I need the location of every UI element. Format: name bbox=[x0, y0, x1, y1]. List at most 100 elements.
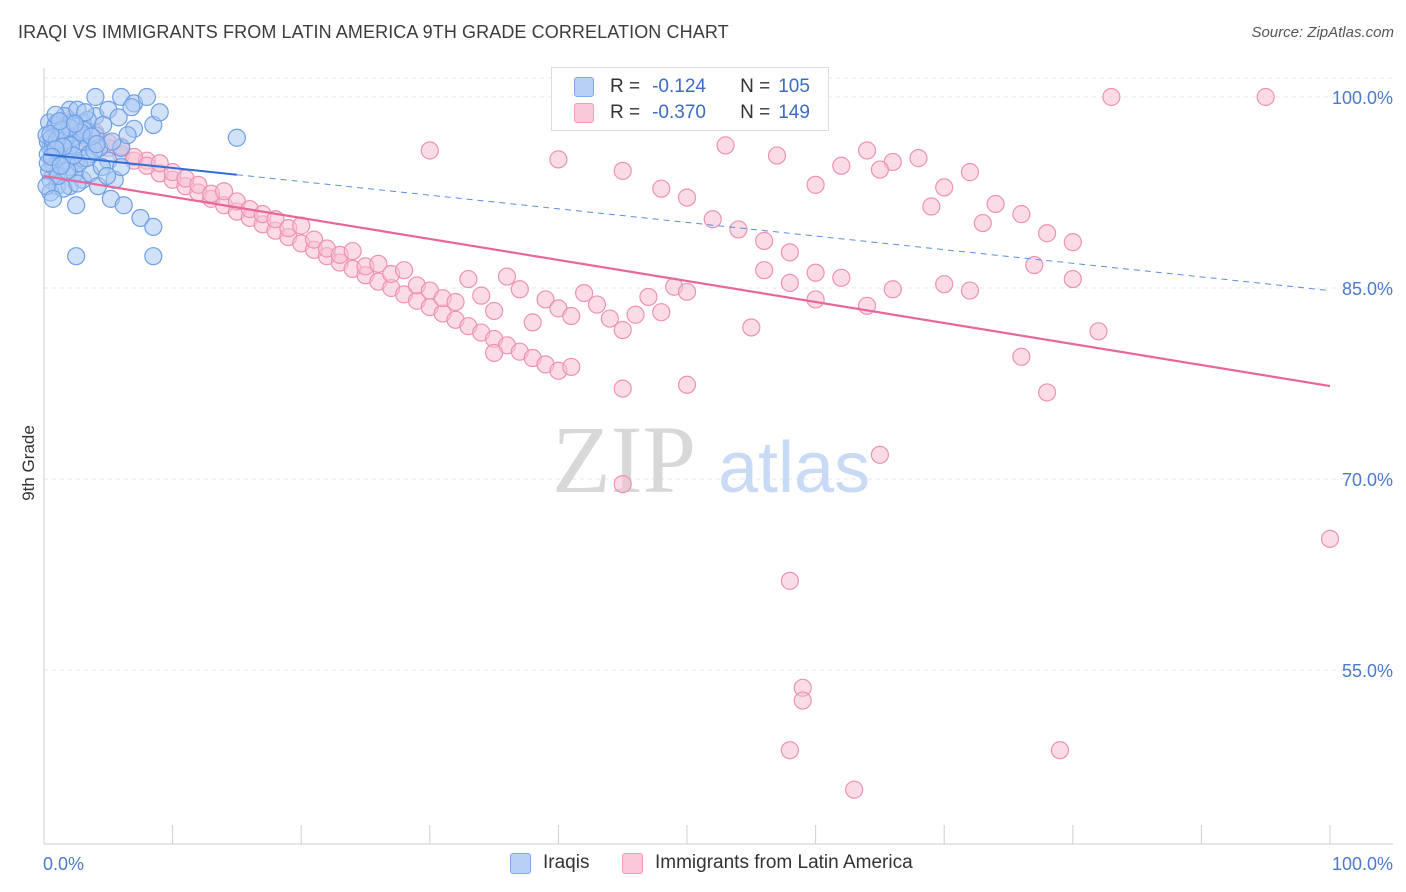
data-point-latin-america bbox=[562, 357, 581, 377]
data-point-latin-america bbox=[793, 691, 812, 710]
data-point-latin-america bbox=[870, 160, 890, 179]
data-point-iraqis bbox=[67, 196, 86, 215]
chart-source: Source: ZipAtlas.com bbox=[1251, 24, 1394, 41]
data-point-latin-america bbox=[973, 213, 992, 233]
legend-r-value: -0.124 bbox=[652, 76, 706, 97]
data-point-latin-america bbox=[677, 282, 697, 301]
data-point-latin-america bbox=[1089, 322, 1108, 341]
watermark-atlas: atlas bbox=[718, 428, 870, 508]
data-point-latin-america bbox=[485, 301, 504, 321]
data-point-latin-america bbox=[124, 147, 144, 166]
legend-item-latin-america[interactable]: Immigrants from Latin America bbox=[622, 852, 913, 874]
data-point-latin-america bbox=[780, 741, 799, 760]
data-point-latin-america bbox=[613, 379, 632, 398]
data-point-latin-america bbox=[523, 313, 542, 332]
data-point-iraqis bbox=[68, 174, 87, 193]
legend-n-key: N = bbox=[740, 102, 771, 123]
data-point-latin-america bbox=[575, 283, 594, 303]
legend-r-value: -0.370 bbox=[652, 102, 706, 123]
data-point-latin-america bbox=[652, 303, 671, 322]
data-point-iraqis bbox=[97, 166, 117, 186]
data-point-latin-america bbox=[677, 188, 697, 207]
trend-line-latin-america bbox=[43, 174, 1331, 388]
data-point-latin-america bbox=[510, 280, 529, 299]
legend-swatch-blue bbox=[574, 77, 594, 97]
y-axis-label: 9th Grade bbox=[19, 425, 38, 501]
data-point-latin-america bbox=[497, 267, 517, 286]
grid-lines bbox=[44, 77, 1393, 671]
legend-n-value: 149 bbox=[778, 102, 810, 123]
data-point-iraqis bbox=[50, 112, 69, 131]
data-point-iraqis bbox=[86, 87, 105, 107]
data-point-latin-america bbox=[1256, 87, 1275, 107]
y-tick-label: 100.0% bbox=[1332, 88, 1393, 108]
data-point-latin-america bbox=[806, 263, 825, 282]
legend-item-iraqis[interactable]: Iraqis bbox=[510, 852, 589, 874]
trend-line-iraqis-dashed bbox=[236, 174, 1331, 292]
data-point-latin-america bbox=[677, 375, 697, 394]
data-point-iraqis bbox=[65, 114, 84, 133]
data-point-latin-america bbox=[1037, 224, 1057, 243]
y-tick-label: 70.0% bbox=[1342, 470, 1393, 490]
legend-label-iraqis: Iraqis bbox=[543, 852, 590, 873]
data-point-iraqis bbox=[150, 103, 169, 122]
data-point-iraqis bbox=[144, 247, 163, 266]
data-point-latin-america bbox=[1063, 233, 1082, 252]
legend-n-key: N = bbox=[740, 76, 771, 97]
data-point-latin-america bbox=[639, 287, 658, 307]
data-point-latin-america bbox=[986, 194, 1005, 214]
legend-r-key: R = bbox=[610, 102, 641, 123]
legend-swatch-blue bbox=[510, 852, 531, 874]
data-point-iraqis bbox=[131, 208, 150, 228]
data-point-latin-america bbox=[742, 318, 761, 337]
watermark-zip: ZIP bbox=[552, 406, 696, 513]
data-point-latin-america bbox=[1025, 255, 1044, 275]
watermark: ZIP atlas bbox=[552, 406, 870, 513]
y-tick-label: 85.0% bbox=[1342, 279, 1393, 299]
data-point-latin-america bbox=[369, 254, 388, 273]
correlation-legend: R = -0.124 N = 105 R = -0.370 N = 149 bbox=[551, 67, 829, 131]
data-point-latin-america bbox=[780, 571, 799, 590]
data-point-iraqis bbox=[51, 156, 70, 175]
data-point-latin-america bbox=[626, 305, 645, 324]
data-point-latin-america bbox=[935, 178, 954, 197]
data-point-latin-america bbox=[1037, 383, 1057, 402]
trend-lines bbox=[43, 153, 1331, 388]
data-point-latin-america bbox=[189, 175, 208, 194]
data-point-latin-america bbox=[935, 275, 954, 294]
data-point-latin-america bbox=[652, 179, 671, 198]
data-point-iraqis bbox=[109, 108, 128, 127]
data-point-latin-america bbox=[536, 290, 555, 309]
data-point-latin-america bbox=[780, 273, 799, 293]
data-point-latin-america bbox=[755, 231, 774, 250]
data-point-latin-america bbox=[549, 150, 568, 169]
data-point-latin-america bbox=[613, 161, 632, 180]
data-point-iraqis bbox=[103, 132, 122, 151]
data-point-latin-america bbox=[960, 281, 980, 300]
data-point-latin-america bbox=[472, 286, 491, 305]
data-point-latin-america bbox=[857, 141, 877, 160]
data-point-latin-america bbox=[562, 306, 581, 326]
legend-n-value: 105 bbox=[778, 76, 810, 97]
data-point-iraqis bbox=[227, 128, 246, 147]
data-point-iraqis bbox=[144, 217, 163, 236]
data-point-latin-america bbox=[446, 292, 465, 312]
data-point-latin-america bbox=[767, 146, 787, 165]
data-point-latin-america bbox=[1102, 87, 1121, 107]
data-point-latin-america bbox=[394, 261, 414, 280]
data-point-latin-america bbox=[845, 780, 864, 799]
data-point-latin-america bbox=[909, 149, 928, 168]
data-point-iraqis bbox=[118, 126, 137, 145]
data-point-latin-america bbox=[960, 163, 980, 182]
data-point-latin-america bbox=[883, 280, 902, 299]
data-point-iraqis bbox=[43, 189, 63, 208]
data-point-latin-america bbox=[703, 210, 722, 229]
tick-labels: 100.0% 85.0% 70.0% 55.0% 0.0% 100.0% bbox=[43, 88, 1393, 874]
legend-swatch-pink bbox=[574, 103, 594, 123]
data-point-latin-america bbox=[1050, 741, 1070, 760]
data-point-latin-america bbox=[1320, 529, 1340, 548]
series-legend: Iraqis Immigrants from Latin America bbox=[0, 852, 1406, 878]
chart-title: IRAQI VS IMMIGRANTS FROM LATIN AMERICA 9… bbox=[18, 22, 729, 42]
data-point-latin-america bbox=[304, 230, 324, 249]
